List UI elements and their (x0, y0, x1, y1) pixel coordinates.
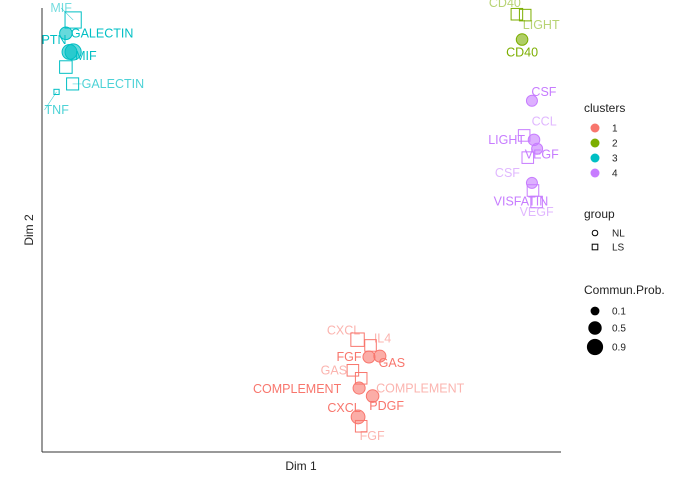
point-label: LIGHT (488, 133, 525, 147)
point-nl-cluster-1 (365, 389, 380, 403)
legend-cluster-swatch (590, 138, 600, 148)
point-label: LIGHT (523, 18, 560, 32)
label-connector (60, 7, 74, 21)
legends: clusters 1 2 3 4 group NL LS Commun.Prob. 0.… (584, 101, 665, 356)
legend-cluster-swatch (590, 123, 600, 133)
point-label: VEGF (520, 205, 554, 219)
legend-size-swatch (590, 306, 600, 316)
point-nl-cluster-4 (525, 94, 538, 107)
point-labels: MIFGALECTINPTNMIFGALECTINTNFCD40LIGHTCD4… (42, 0, 560, 443)
y-axis-title: Dim 2 (22, 214, 36, 246)
legend-group-swatch-square (591, 243, 599, 251)
point-label: VISFATIN (494, 194, 549, 208)
point-nl-cluster-1 (373, 349, 387, 363)
legend-group-label: LS (612, 243, 625, 254)
point-label: CSF (531, 85, 556, 99)
legend-size-items: 0.1 0.5 0.9 (586, 306, 626, 356)
point-label: MIF (75, 49, 97, 63)
point-label: TNF (45, 103, 70, 117)
point-label: MIF (50, 1, 72, 15)
point-label: COMPLEMENT (376, 381, 465, 395)
point-ls-cluster-3 (59, 60, 73, 74)
point-label: CD40 (506, 46, 538, 60)
legend-group-label: NL (612, 229, 625, 240)
point-nl-cluster-3 (59, 26, 73, 41)
point-nl-cluster-3 (64, 43, 82, 61)
point-label: VEGF (525, 148, 559, 162)
legend-cluster-label: 3 (612, 154, 618, 165)
legend-clusters-title: clusters (584, 101, 625, 115)
legend-size-swatch (586, 338, 604, 356)
legend-size-label: 0.5 (612, 324, 626, 335)
point-label: PTN (42, 33, 67, 47)
plot-area: MIFGALECTINPTNMIFGALECTINTNFCD40LIGHTCD4… (41, 0, 561, 453)
legend-clusters-items: 1 2 3 4 (590, 123, 618, 180)
legend-cluster-label: 1 (612, 124, 618, 135)
legend-cluster-label: 4 (612, 169, 618, 180)
point-nl-cluster-1 (362, 350, 376, 364)
point-nl-cluster-1 (352, 381, 366, 395)
legend-cluster-swatch (590, 168, 600, 178)
x-axis-title: Dim 1 (285, 459, 317, 473)
point-ls-cluster-4 (530, 195, 543, 209)
legend-group: group NL LS (584, 207, 625, 254)
data-points (53, 7, 544, 433)
point-label: GALECTIN (71, 26, 134, 40)
legend-cluster-swatch (590, 153, 600, 163)
point-label: PDGF (369, 399, 404, 413)
legend-size-label: 0.9 (612, 343, 626, 354)
point-ls-cluster-3 (66, 77, 80, 91)
point-label: GAS (379, 356, 405, 370)
point-label: IL4 (374, 331, 391, 345)
point-label: CD40 (489, 0, 521, 10)
point-ls-cluster-1 (346, 364, 360, 377)
legend-size-label: 0.1 (612, 307, 626, 318)
point-ls-cluster-2 (510, 7, 524, 21)
legend-group-items: NL LS (591, 229, 625, 254)
point-label: CCL (532, 114, 557, 128)
point-nl-cluster-4 (525, 176, 538, 189)
point-label: CSF (495, 166, 520, 180)
legend-cluster-label: 2 (612, 139, 618, 150)
legend-clusters: clusters 1 2 3 4 (584, 101, 625, 180)
legend-size: Commun.Prob. 0.1 0.5 0.9 (584, 283, 665, 356)
point-label: CXCL (327, 401, 360, 415)
point-label: FGF (360, 429, 385, 443)
point-ls-cluster-1 (354, 419, 368, 433)
point-label: GALECTIN (82, 77, 145, 91)
point-ls-cluster-3 (53, 88, 60, 96)
point-label: GAS (321, 363, 347, 377)
legend-group-title: group (584, 207, 615, 221)
point-nl-cluster-2 (515, 33, 529, 46)
point-ls-cluster-2 (518, 8, 532, 22)
point-ls-cluster-4 (521, 151, 535, 164)
legend-group-swatch-circle (591, 229, 599, 237)
point-ls-cluster-3 (64, 11, 82, 29)
point-nl-cluster-4 (531, 142, 544, 155)
point-label: CXCL (327, 324, 360, 338)
point-label: COMPLEMENT (253, 382, 342, 396)
legend-size-swatch (588, 321, 602, 335)
point-label: FGF (336, 350, 361, 364)
legend-size-title: Commun.Prob. (584, 283, 665, 297)
